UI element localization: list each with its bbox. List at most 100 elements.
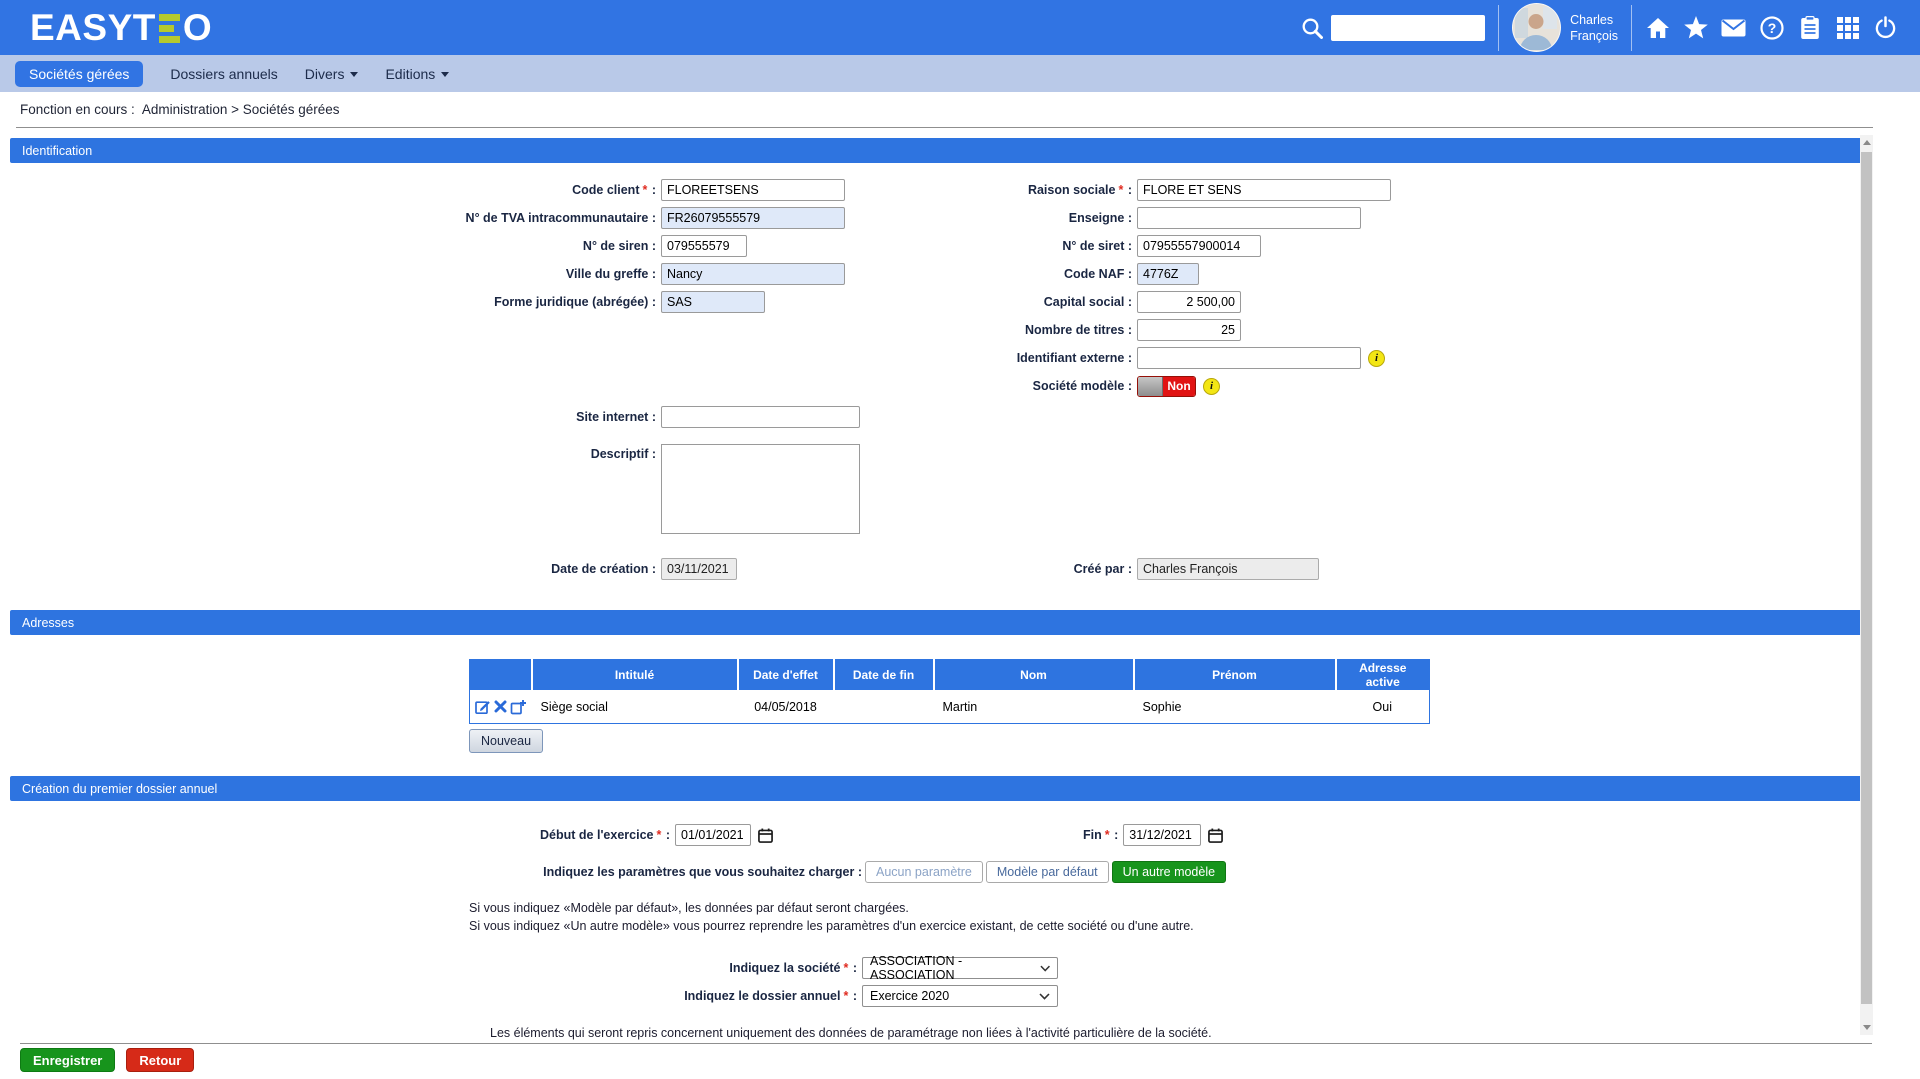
tab-divers[interactable]: Divers (305, 66, 359, 82)
siren-input[interactable] (661, 235, 747, 257)
help-icon[interactable]: ? (1759, 15, 1784, 40)
indiquez-societe-label: Indiquez la société * : (729, 961, 857, 975)
enregistrer-button[interactable]: Enregistrer (20, 1048, 116, 1072)
societe-select[interactable]: ASSOCIATION - ASSOCIATION (862, 954, 1058, 982)
tab-label: Editions (385, 65, 436, 82)
required-marker: * (1118, 183, 1124, 197)
tab-editions[interactable]: Editions (385, 65, 450, 82)
code-client-input[interactable] (661, 179, 845, 201)
delete-icon[interactable] (494, 700, 507, 713)
indiquez-dossier-label: Indiquez le dossier annuel * : (684, 989, 857, 1003)
chevron-down-icon (1040, 965, 1050, 972)
apps-grid-icon[interactable] (1835, 15, 1860, 40)
app-logo[interactable]: EASYT O (30, 7, 212, 49)
favorites-star-icon[interactable] (1683, 15, 1708, 40)
cell-intitule: Siège social (531, 690, 738, 724)
section-adresses-header: Adresses (10, 610, 1862, 635)
enseigne-input[interactable] (1137, 207, 1361, 229)
mail-icon[interactable] (1721, 15, 1746, 40)
tva-input (661, 207, 845, 229)
societe-select-value: ASSOCIATION - ASSOCIATION (870, 954, 963, 982)
power-icon[interactable] (1873, 15, 1898, 40)
site-internet-input[interactable] (661, 406, 860, 428)
dossier-annuel-select[interactable]: Exercice 2020 (862, 985, 1058, 1007)
search-input[interactable] (1331, 14, 1486, 41)
breadcrumb-path: Administration > Sociétés gérées (141, 102, 340, 117)
siret-label: N° de siret : (1062, 239, 1132, 253)
info-icon[interactable] (1203, 377, 1220, 395)
capital-social-label: Capital social : (1043, 295, 1132, 309)
descriptif-textarea[interactable] (661, 444, 860, 534)
user-name[interactable]: Charles François (1570, 12, 1618, 44)
tab-label: Divers (304, 65, 345, 82)
enseigne-label: Enseigne : (1068, 211, 1132, 225)
societe-modele-toggle[interactable]: Non (1137, 375, 1196, 397)
header-divider (1498, 4, 1500, 51)
cell-date-fin (833, 690, 934, 724)
capital-social-input[interactable] (1137, 291, 1241, 313)
scroll-thumb[interactable] (1861, 152, 1872, 1004)
bottom-note: Les éléments qui seront repris concernen… (490, 1026, 1212, 1040)
section-title: Création du premier dossier annuel (22, 781, 218, 796)
date-creation-label: Date de création : (551, 562, 656, 576)
col-nom: Nom (933, 659, 1135, 690)
fin-exercice-input[interactable] (1123, 824, 1202, 846)
logo-green-e-icon (158, 14, 180, 43)
logo-text-right: O (182, 6, 213, 48)
cell-date-effet: 04/05/2018 (737, 690, 834, 724)
table-header-row: Intitulé Date d'effet Date de fin Nom Pr… (469, 659, 1430, 690)
scroll-down-arrow[interactable] (1860, 1020, 1873, 1035)
aucun-parametre-button[interactable]: Aucun paramètre (865, 861, 983, 883)
raison-sociale-input[interactable] (1137, 179, 1391, 201)
code-naf-input (1137, 263, 1199, 285)
tva-label: N° de TVA intracommunautaire : (465, 211, 656, 225)
col-date-effet: Date d'effet (737, 659, 835, 690)
col-intitule: Intitulé (531, 659, 739, 690)
societe-modele-label: Société modèle : (1032, 379, 1132, 393)
calendar-icon[interactable] (1208, 828, 1224, 843)
avatar[interactable] (1512, 3, 1562, 52)
params-help-text: Si vous indiquez «Modèle par défaut», le… (469, 900, 1862, 935)
section-title: Adresses (22, 615, 75, 630)
cell-prenom: Sophie (1133, 690, 1336, 724)
identifiant-externe-input[interactable] (1137, 347, 1361, 369)
nombre-titres-input[interactable] (1137, 319, 1241, 341)
scroll-up-arrow[interactable] (1860, 135, 1873, 150)
user-first-name: Charles (1570, 12, 1614, 27)
tab-label: Sociétés gérées (29, 65, 130, 82)
cree-par-label: Créé par : (1073, 562, 1132, 576)
params-label: Indiquez les paramètres que vous souhait… (543, 865, 862, 879)
chevron-down-icon (441, 72, 450, 77)
site-internet-label: Site internet : (576, 410, 656, 424)
nouveau-button[interactable]: Nouveau (469, 729, 544, 753)
descriptif-label: Descriptif : (590, 447, 656, 461)
siret-input[interactable] (1137, 235, 1261, 257)
col-date-fin: Date de fin (833, 659, 935, 690)
tab-dossiers-annuels[interactable]: Dossiers annuels (170, 66, 277, 82)
debut-exercice-label: Début de l'exercice * : (540, 828, 670, 842)
forme-juridique-label: Forme juridique (abrégée) : (494, 295, 656, 309)
identifiant-externe-label: Identifiant externe : (1016, 351, 1132, 365)
calendar-icon[interactable] (758, 828, 773, 843)
code-client-label: Code client * : (572, 183, 656, 197)
notes-icon[interactable] (1797, 15, 1822, 40)
duplicate-icon[interactable] (510, 699, 527, 715)
cell-adresse-active: Oui (1335, 690, 1430, 724)
retour-button[interactable]: Retour (126, 1048, 195, 1072)
tab-societes-gerees[interactable]: Sociétés gérées (15, 60, 144, 87)
edit-icon[interactable] (475, 699, 491, 715)
vertical-scrollbar[interactable] (1860, 135, 1873, 1035)
toggle-value: Non (1163, 376, 1195, 396)
breadcrumb-prefix: Fonction en cours : (20, 102, 135, 117)
un-autre-modele-button[interactable]: Un autre modèle (1111, 861, 1227, 883)
ville-greffe-input (661, 263, 845, 285)
info-icon[interactable] (1368, 349, 1385, 367)
debut-exercice-input[interactable] (675, 824, 751, 846)
home-icon[interactable] (1645, 15, 1670, 40)
siren-label: N° de siren : (582, 239, 656, 253)
col-prenom: Prénom (1133, 659, 1337, 690)
user-last-name: François (1570, 28, 1618, 43)
footer-bar: Enregistrer Retour (20, 1043, 1872, 1079)
modele-par-defaut-button[interactable]: Modèle par défaut (985, 861, 1109, 883)
